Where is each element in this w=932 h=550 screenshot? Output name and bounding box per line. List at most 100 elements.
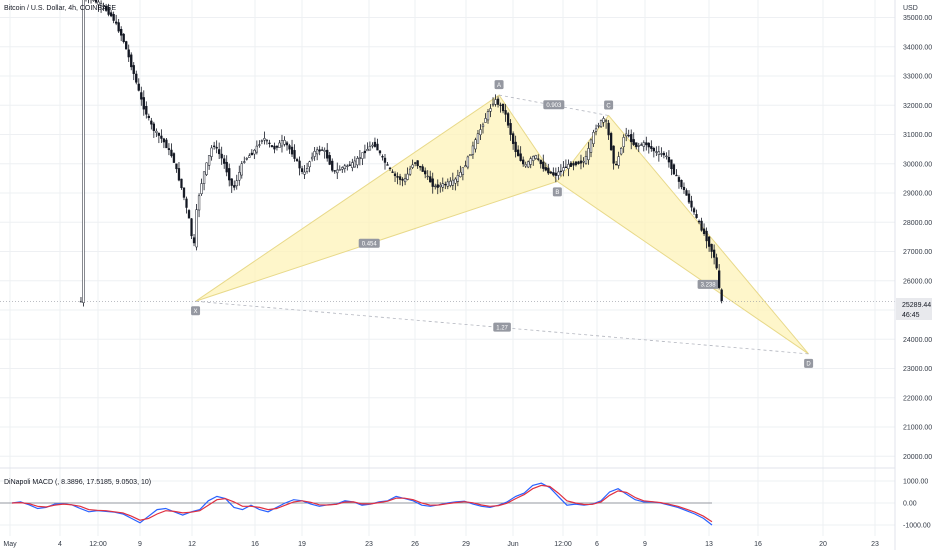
- candle-body: [532, 155, 535, 161]
- candle-body: [386, 164, 389, 166]
- candle-body: [617, 156, 620, 166]
- candle-body: [715, 257, 718, 269]
- candle-body: [712, 249, 716, 258]
- candle-body: [326, 149, 329, 159]
- pattern-point-a: A: [494, 80, 504, 90]
- candle-body: [353, 160, 356, 168]
- pattern-ratio-label: 0.454: [358, 238, 380, 248]
- candle-body: [562, 167, 565, 172]
- candle-body: [607, 122, 610, 136]
- time-tick-label: 23: [871, 541, 879, 548]
- candle-body: [97, 1, 100, 5]
- candle-body: [557, 171, 560, 176]
- candle-body: [165, 139, 168, 149]
- time-axis[interactable]: May 4 12:00 9 12 16 19 23 26 29 Jun 12:00 6 9 13 16 20 23: [3, 541, 879, 548]
- candle-body: [255, 145, 259, 153]
- candle-body: [215, 146, 218, 149]
- pattern-triangle-bcd: [556, 114, 809, 355]
- candle-body: [434, 185, 437, 188]
- candle-body: [627, 135, 630, 137]
- candle-body: [218, 149, 221, 155]
- candle-body: [672, 164, 676, 175]
- time-tick-label: 6: [595, 541, 599, 548]
- candle-body: [509, 123, 512, 135]
- candle-body: [529, 158, 532, 165]
- candle-body: [99, 3, 103, 6]
- candle-body: [104, 5, 108, 11]
- candle-body: [403, 178, 407, 183]
- candle-body: [408, 168, 412, 175]
- price-tick-label: 31000.00: [903, 132, 932, 139]
- candle-body: [662, 152, 666, 156]
- current-price-value: 25289.44: [902, 302, 931, 309]
- harmonic-pattern[interactable]: X A B C D 0.454 0.903 3.238 1.27: [191, 80, 814, 368]
- candle-body: [439, 184, 442, 187]
- candle-body: [240, 163, 243, 176]
- candle-body: [376, 143, 379, 151]
- candle-body: [358, 157, 362, 160]
- pattern-point-d-text: D: [806, 362, 811, 368]
- candle-body: [481, 124, 485, 128]
- candle-body: [489, 108, 492, 112]
- candle-body: [230, 178, 233, 186]
- candle-body: [197, 195, 201, 211]
- time-tick-label: 4: [58, 541, 62, 548]
- price-tick-label: 24000.00: [903, 337, 932, 344]
- price-tick-label: 20000.00: [903, 454, 932, 461]
- candle-body: [130, 54, 133, 68]
- candle-body: [645, 142, 648, 146]
- candle-body: [366, 149, 369, 152]
- currency-label: USD: [903, 5, 918, 12]
- pattern-point-c-text: C: [606, 103, 611, 109]
- candle-body: [474, 139, 477, 150]
- candle-body: [609, 133, 613, 151]
- candle-body: [210, 147, 213, 157]
- candle-body: [707, 236, 711, 247]
- candle-body: [517, 149, 520, 157]
- candle-body: [622, 137, 625, 148]
- pattern-ratio-label-bg: [543, 100, 565, 110]
- candle-body: [348, 164, 351, 166]
- candle-body: [559, 170, 563, 173]
- candle-body: [479, 129, 482, 136]
- candle-body: [451, 179, 454, 186]
- candle-body: [202, 171, 206, 184]
- candle-body: [584, 156, 588, 164]
- candle-body: [102, 5, 105, 8]
- candle-body: [519, 153, 522, 161]
- candle-body: [642, 142, 645, 147]
- candle-body: [182, 187, 186, 198]
- candle-body: [396, 176, 399, 178]
- candle-body: [162, 138, 166, 143]
- macd-series-line-1: [11, 484, 713, 523]
- candle-body: [323, 150, 326, 152]
- candle-body: [620, 147, 623, 155]
- candle-body: [527, 161, 530, 168]
- candle-body: [511, 133, 515, 144]
- candle-body: [413, 162, 417, 164]
- candle-body: [534, 155, 537, 159]
- pattern-ratio-label-text: 0.454: [362, 242, 378, 248]
- candle-body: [700, 220, 703, 231]
- candle-body: [308, 161, 311, 168]
- candle-body: [192, 237, 196, 244]
- pattern-ratio-label-bg: [697, 279, 719, 289]
- candle-body: [685, 190, 688, 196]
- candle-body: [253, 150, 256, 155]
- candle-body: [285, 142, 289, 146]
- candle-body: [305, 168, 309, 172]
- candle-body: [582, 160, 585, 163]
- candle-body: [597, 125, 600, 127]
- candle-body: [436, 184, 439, 188]
- candle-body: [680, 179, 683, 188]
- candle-body: [426, 175, 429, 178]
- candle-body: [419, 165, 422, 168]
- candle-body: [594, 128, 598, 132]
- candle-body: [640, 144, 643, 146]
- candle-body: [185, 198, 188, 208]
- candle-body: [692, 208, 696, 213]
- price-tick-label: 21000.00: [903, 425, 932, 432]
- candle-body: [225, 161, 228, 173]
- pattern-point-b-text: B: [555, 190, 559, 196]
